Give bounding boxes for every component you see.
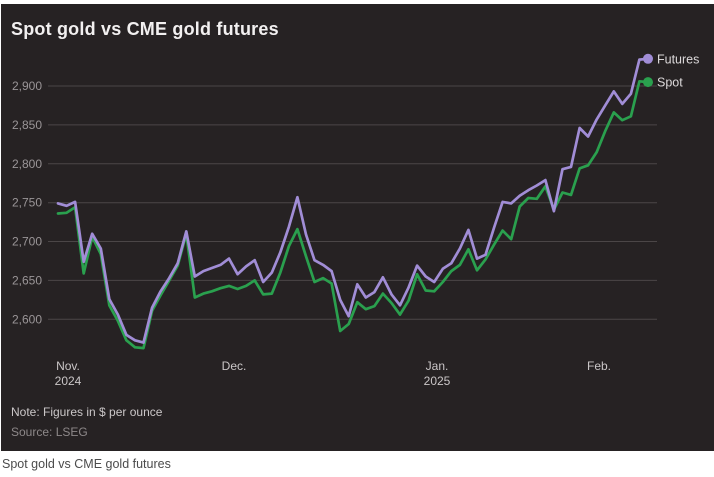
gold-line-chart: 2,900 2,850 2,800 2,750 2,700 2,650 2,600 Nov.… [12,52,699,388]
spot-end-dot [643,77,653,88]
futures-end-dot [643,53,653,64]
x-tick-label: Nov. [56,359,80,373]
y-tick-label: 2,700 [12,235,42,249]
legend-label-spot: Spot [657,76,683,90]
x-tick-label: Feb. [587,359,611,373]
futures-line [56,57,650,344]
x-tick-label: Dec. [222,359,247,373]
x-tick-year-label: 2025 [424,374,451,388]
x-tick-label: Jan. [426,359,449,373]
page: Spot gold vs CME gold futures 2,900 2,850… [0,4,714,471]
page-caption: Spot gold vs CME gold futures [2,457,171,471]
chart-title: Spot gold vs CME gold futures [11,19,279,39]
y-tick-label: 2,600 [12,312,42,326]
chart-note: Note: Figures in $ per ounce [11,405,163,419]
y-tick-label: 2,750 [12,196,42,210]
gridlines [48,85,657,320]
y-tick-label: 2,900 [12,79,42,93]
series-lines [56,53,653,350]
spot-line [56,79,650,350]
y-tick-label: 2,800 [12,157,42,171]
x-tick-year-label: 2024 [55,374,82,388]
y-tick-label: 2,850 [12,118,42,132]
chart-panel: Spot gold vs CME gold futures 2,900 2,850… [1,4,714,451]
y-tick-label: 2,650 [12,273,42,287]
y-axis-labels: 2,900 2,850 2,800 2,750 2,700 2,650 2,600 [12,79,42,326]
legend: Spot Futures [657,52,699,89]
chart-source: Source: LSEG [11,425,88,439]
x-axis-labels: Nov.2024 Dec. Jan.2025 Feb. [55,359,611,388]
legend-label-futures: Futures [657,52,699,66]
